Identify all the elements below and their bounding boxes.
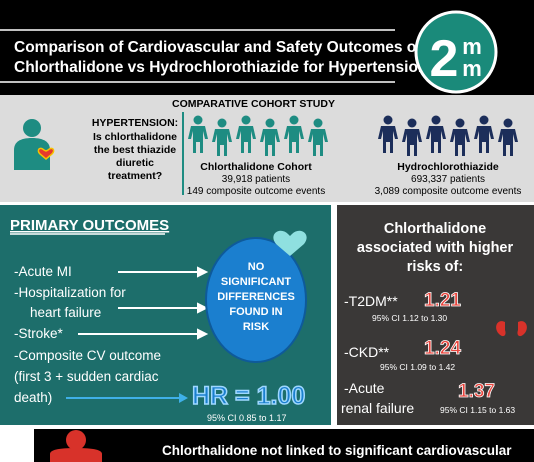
finding-line: SIGNIFICANT (221, 276, 292, 288)
risk-ci: 95% CI 1.15 to 1.63 (440, 405, 515, 415)
question-line: the best thiazide (94, 144, 176, 156)
arrows (78, 266, 209, 340)
outcome-item: (first 3 + sudden cardiac (14, 369, 159, 384)
hazard-ratio: HR = 1.00 (192, 382, 305, 410)
risk-hr: 1.21 (424, 290, 461, 311)
risk-label: -Acute (344, 380, 385, 396)
footer (34, 429, 534, 462)
question-line: Is chlorthalidone (93, 131, 177, 143)
study-design: COMPARATIVE COHORT STUDY (172, 98, 335, 110)
safety-heading: risks of: (407, 259, 463, 275)
risk-hr: 1.24 (424, 338, 461, 359)
safety-heading: associated with higher (357, 240, 514, 256)
primary-heading: PRIMARY OUTCOMES (10, 217, 169, 234)
outcome-item: -Acute MI (14, 264, 72, 279)
cohort-events: 149 composite outcome events (187, 186, 325, 197)
outcome-item: -Stroke* (14, 326, 64, 341)
outcome-item: death) (14, 390, 52, 405)
risk-ci: 95% CI 1.09 to 1.42 (380, 362, 455, 372)
question-line: treatment? (108, 170, 162, 182)
cohort-patients: 39,918 patients (222, 174, 290, 185)
risk-ci: 95% CI 1.12 to 1.30 (372, 313, 447, 323)
cohort-patients: 693,337 patients (411, 174, 485, 185)
logo-top: m (462, 34, 482, 59)
risk-label: -CKD** (344, 344, 390, 360)
safety-heading: Chlorthalidone (384, 221, 486, 237)
heart-icon (37, 147, 55, 160)
cohort-name: Hydrochlorothiazide (397, 161, 499, 173)
logo-bottom: m (462, 56, 482, 81)
safety-panel (337, 205, 534, 425)
cohort-name: Chlorthalidone Cohort (200, 161, 312, 173)
kidney-icon (496, 321, 527, 337)
patient-icon (14, 119, 50, 170)
header-rule (0, 29, 395, 83)
title-line: Chlorthalidone vs Hydrochlorothiazide fo… (14, 59, 427, 76)
heart-icon (273, 230, 307, 256)
title-line: Comparison of Cardiovascular and Safety … (14, 39, 422, 56)
question-line: diuretic (116, 157, 154, 169)
outcome-item: heart failure (30, 305, 101, 320)
outcome-item: -Hospitalization for (14, 285, 126, 300)
logo (414, 10, 498, 94)
finding-bubble (205, 237, 307, 363)
finding-line: NO (248, 261, 265, 273)
risk-label: renal failure (341, 400, 414, 416)
arrow-head (179, 393, 188, 403)
cohort-events: 3,089 composite outcome events (375, 186, 522, 197)
footer-icon (50, 430, 102, 462)
logo-main: 2 (430, 30, 459, 88)
question-heading: HYPERTENSION: (92, 117, 178, 129)
confidence-interval: 95% CI 0.85 to 1.17 (207, 413, 287, 423)
finding-line: RISK (243, 321, 269, 333)
risk-label: -T2DM** (344, 293, 398, 309)
finding-line: DIFFERENCES (217, 291, 295, 303)
risk-hr: 1.37 (458, 381, 495, 402)
outcome-item: -Composite CV outcome (14, 348, 161, 363)
finding-line: FOUND IN (229, 306, 282, 318)
footer-text: Chlorthalidone not linked to significant… (162, 443, 512, 458)
